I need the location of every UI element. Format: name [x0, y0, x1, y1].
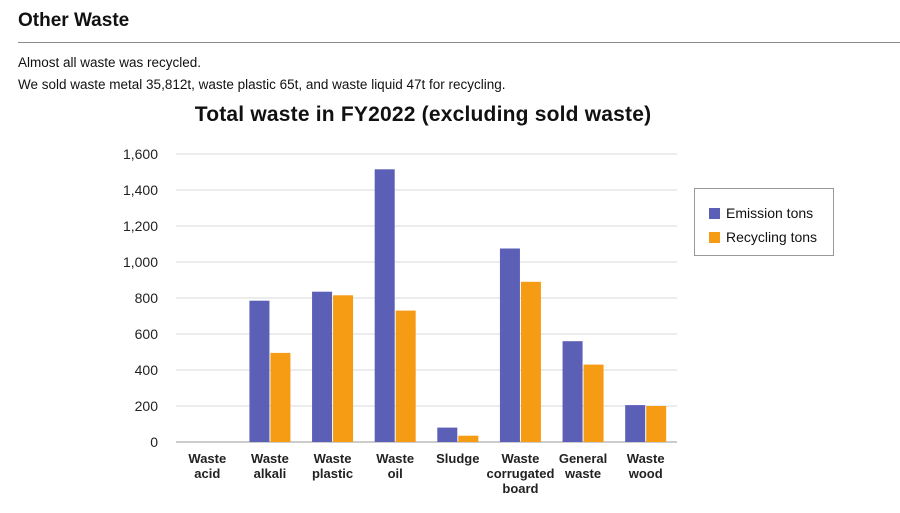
emission-bar	[374, 169, 395, 443]
legend-item-recycling: Recycling tons	[709, 225, 833, 249]
intro-line-2: We sold waste metal 35,812t, waste plast…	[18, 77, 506, 92]
section-divider	[18, 42, 900, 43]
legend-item-emission: Emission tons	[709, 201, 833, 225]
legend-swatch-emission	[709, 207, 720, 219]
intro-line-1: Almost all waste was recycled.	[18, 55, 202, 70]
x-tick-label: Waste oil	[376, 451, 414, 481]
legend-label-recycling: Recycling tons	[726, 229, 818, 245]
recycling-bar	[333, 295, 354, 442]
emission-bar	[249, 300, 270, 442]
y-tick-label: 1,600	[123, 146, 158, 162]
y-tick-label: 0	[150, 434, 158, 450]
x-tick-label: Waste plastic	[312, 451, 353, 481]
emission-bar	[562, 341, 583, 442]
emission-bar	[437, 427, 458, 442]
recycling-bar	[395, 310, 416, 442]
y-tick-label: 600	[135, 326, 159, 342]
y-tick-label: 400	[135, 362, 159, 378]
y-tick-label: 1,400	[123, 182, 158, 198]
legend-label-emission: Emission tons	[726, 205, 814, 221]
y-tick-label: 800	[135, 290, 159, 306]
recycling-bar	[520, 281, 541, 442]
x-tick-label: Waste acid	[188, 451, 226, 481]
y-tick-label: 1,000	[123, 254, 158, 270]
recycling-bar	[270, 352, 291, 442]
chart-title: Total waste in FY2022 (excluding sold wa…	[194, 103, 652, 126]
recycling-bar	[583, 364, 604, 442]
x-tick-label: Waste wood	[627, 451, 665, 481]
x-tick-label: General waste	[559, 451, 607, 481]
emission-bar	[625, 405, 646, 442]
recycling-bar	[646, 406, 667, 442]
y-tick-label: 1,200	[123, 218, 158, 234]
emission-bar	[499, 248, 520, 442]
x-tick-label: Waste corrugated board	[486, 451, 554, 496]
recycling-bar	[458, 435, 479, 442]
chart-legend: Emission tons Recycling tons	[694, 188, 834, 256]
x-tick-label: Sludge	[436, 451, 479, 466]
legend-swatch-recycling	[709, 231, 720, 243]
emission-bar	[312, 291, 333, 442]
x-tick-label: Waste alkali	[251, 451, 289, 481]
y-tick-label: 200	[135, 398, 159, 414]
section-title: Other Waste	[18, 10, 130, 31]
